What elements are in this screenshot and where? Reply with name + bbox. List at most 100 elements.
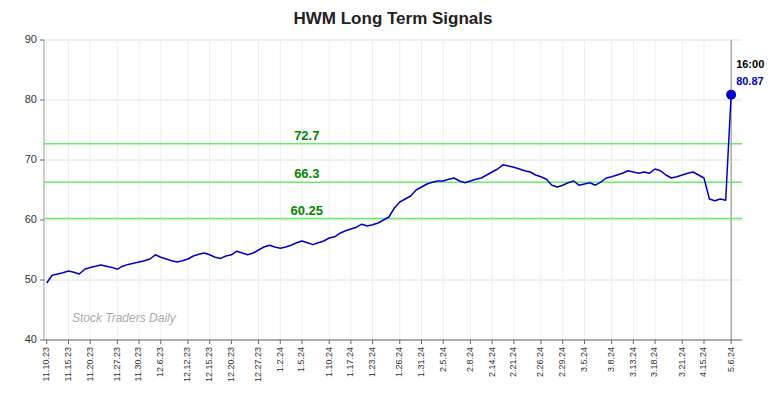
x-tick [329, 340, 330, 344]
x-tick-label: 1.10.24 [324, 347, 334, 377]
x-tick-label: 4.15.24 [698, 347, 708, 377]
y-axis-line [44, 40, 45, 340]
x-tick-label: 1.26.24 [394, 347, 404, 377]
x-tick-label: 12.12.23 [182, 347, 192, 382]
x-tick [731, 340, 732, 344]
x-grid-line [302, 40, 303, 340]
y-tick [40, 280, 44, 281]
signal-label: 66.3 [294, 166, 319, 181]
x-grid-line [139, 40, 140, 340]
x-tick [68, 340, 69, 344]
signal-line [44, 218, 742, 220]
last-point-annotation: 80.87 [736, 75, 764, 87]
x-grid-line [68, 40, 69, 340]
y-tick [40, 100, 44, 101]
x-tick-label: 2.29.24 [557, 347, 567, 377]
y-grid-line [44, 220, 742, 221]
x-grid-line [399, 40, 400, 340]
x-grid-line [280, 40, 281, 340]
x-tick-label: 11.27.23 [112, 347, 122, 381]
x-tick-label: 3.5.24 [579, 347, 589, 372]
x-grid-line [513, 40, 514, 340]
x-tick [470, 340, 471, 344]
x-tick-label: 12.27.23 [253, 347, 263, 382]
x-grid-line [562, 40, 563, 340]
last-point-annotation: 16:00 [736, 58, 764, 70]
signal-line [44, 143, 742, 145]
x-tick [611, 340, 612, 344]
signal-label: 60.25 [291, 203, 324, 218]
x-grid-line [633, 40, 634, 340]
y-grid-line [44, 100, 742, 101]
x-tick [562, 340, 563, 344]
y-tick-label: 90 [25, 33, 37, 45]
x-tick-label: 2.21.24 [508, 347, 518, 377]
x-tick [302, 340, 303, 344]
x-tick [117, 340, 118, 344]
x-grid-line [541, 40, 542, 340]
x-tick [209, 340, 210, 344]
x-tick [139, 340, 140, 344]
x-tick [46, 340, 47, 344]
last-point-dot [726, 90, 736, 100]
y-grid-line [44, 40, 742, 41]
x-tick [231, 340, 232, 344]
y-tick-label: 60 [25, 213, 37, 225]
y-grid-line [44, 280, 742, 281]
x-tick [372, 340, 373, 344]
x-grid-line [443, 40, 444, 340]
x-grid-line [258, 40, 259, 340]
x-tick [655, 340, 656, 344]
x-tick-label: 2.26.24 [535, 347, 545, 377]
x-tick-label: 3.18.24 [649, 347, 659, 377]
y-grid-line [44, 160, 742, 161]
y-tick [40, 40, 44, 41]
x-grid-line [117, 40, 118, 340]
y-tick-label: 80 [25, 93, 37, 105]
x-tick-label: 11.10.23 [41, 347, 51, 381]
x-tick-label: 12.6.23 [155, 347, 165, 377]
y-grid-line [44, 340, 742, 341]
y-tick [40, 220, 44, 221]
title: HWM Long Term Signals [294, 9, 493, 28]
x-tick-label: 11.30.23 [133, 347, 143, 381]
x-grid-line [421, 40, 422, 340]
x-axis-line [44, 340, 742, 341]
x-tick [187, 340, 188, 344]
x-grid-line [329, 40, 330, 340]
x-grid-line [372, 40, 373, 340]
x-grid-line [187, 40, 188, 340]
y-tick-label: 50 [25, 273, 37, 285]
x-tick-label: 2.8.24 [465, 347, 475, 372]
x-grid-line [46, 40, 47, 340]
signal-line [44, 181, 742, 183]
x-tick-label: 3.8.24 [606, 347, 616, 372]
x-tick-label: 3.21.24 [677, 347, 687, 377]
x-tick [280, 340, 281, 344]
x-tick-label: 12.15.23 [204, 347, 214, 382]
x-tick-label: 3.13.24 [628, 347, 638, 377]
x-grid-line [682, 40, 683, 340]
x-grid-line [90, 40, 91, 340]
x-tick-label: 11.15.23 [63, 347, 73, 381]
signal-label: 72.7 [294, 128, 319, 143]
x-tick [258, 340, 259, 344]
x-tick [399, 340, 400, 344]
chart: Stock Traders Daily40506070809011.10.231… [0, 0, 784, 398]
x-tick [421, 340, 422, 344]
x-tick-label: 1.23.24 [367, 347, 377, 377]
x-grid-line [470, 40, 471, 340]
watermark: Stock Traders Daily [72, 311, 177, 325]
x-tick [584, 340, 585, 344]
x-tick-label: 2.5.24 [438, 347, 448, 372]
x-tick [443, 340, 444, 344]
x-tick-label: 1.2.24 [275, 347, 285, 372]
grid [44, 40, 742, 340]
x-grid-line [611, 40, 612, 340]
y-tick [40, 340, 44, 341]
last-point-line [731, 40, 732, 340]
price-line [47, 95, 731, 283]
x-grid-line [703, 40, 704, 340]
y-tick-label: 70 [25, 153, 37, 165]
x-tick [350, 340, 351, 344]
